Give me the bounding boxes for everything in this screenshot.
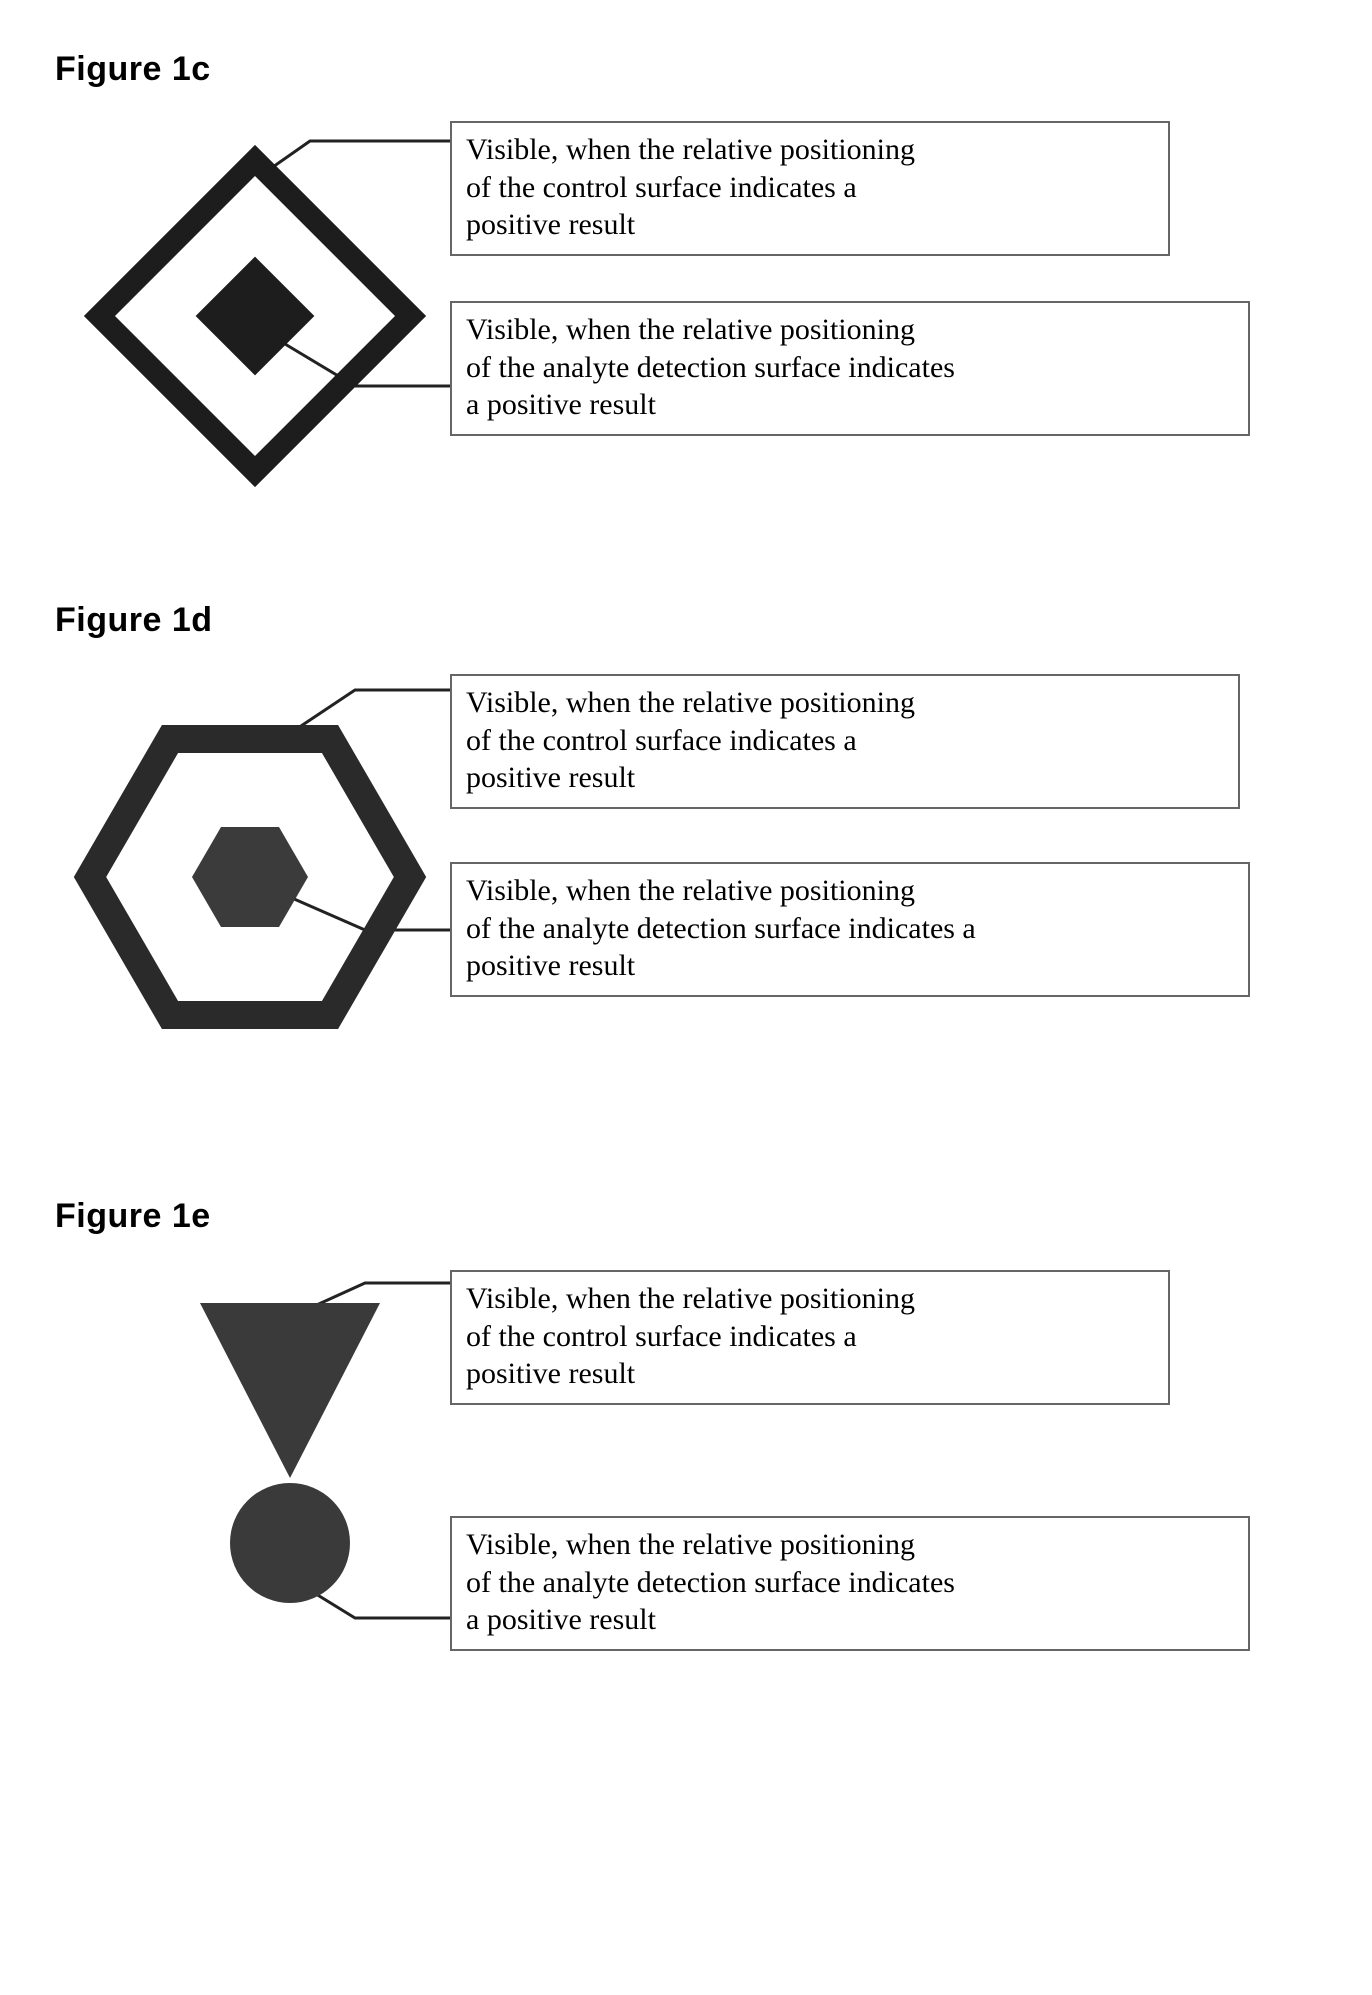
callout-control-1c: Visible, when the relative positioningof…: [450, 121, 1170, 256]
callout-analyte-text-1e: Visible, when the relative positioningof…: [466, 1528, 955, 1636]
callout-control-1d: Visible, when the relative positioningof…: [450, 674, 1240, 809]
callout-control-text-1c: Visible, when the relative positioningof…: [466, 133, 915, 241]
callout-analyte-text-1c: Visible, when the relative positioningof…: [466, 313, 955, 421]
callout-analyte-1e: Visible, when the relative positioningof…: [450, 1516, 1250, 1651]
callout-analyte-text-1d: Visible, when the relative positioningof…: [466, 874, 976, 982]
page-root: Figure 1c Visible, when the relative pos…: [0, 0, 1372, 1798]
triangle-icon: [200, 1303, 380, 1478]
callout-control-text-1e: Visible, when the relative positioningof…: [466, 1282, 915, 1390]
callout-control-1e: Visible, when the relative positioningof…: [450, 1270, 1170, 1405]
figure-panel-1c: Visible, when the relative positioningof…: [55, 111, 1315, 541]
figure-title-1c: Figure 1c: [55, 50, 1332, 89]
leader-line-control: [295, 690, 450, 730]
hexagon-inner-icon: [192, 827, 308, 927]
figure-panel-1d: Visible, when the relative positioningof…: [55, 662, 1315, 1107]
figure-title-1e: Figure 1e: [55, 1197, 1332, 1236]
callout-analyte-1d: Visible, when the relative positioningof…: [450, 862, 1250, 997]
figure-title-1d: Figure 1d: [55, 601, 1332, 640]
callout-analyte-1c: Visible, when the relative positioningof…: [450, 301, 1250, 436]
circle-icon: [230, 1483, 350, 1603]
diamond-inner-icon: [196, 257, 315, 376]
figure-panel-1e: Visible, when the relative positioningof…: [55, 1258, 1315, 1738]
callout-control-text-1d: Visible, when the relative positioningof…: [466, 686, 915, 794]
leader-line-control: [260, 141, 450, 176]
